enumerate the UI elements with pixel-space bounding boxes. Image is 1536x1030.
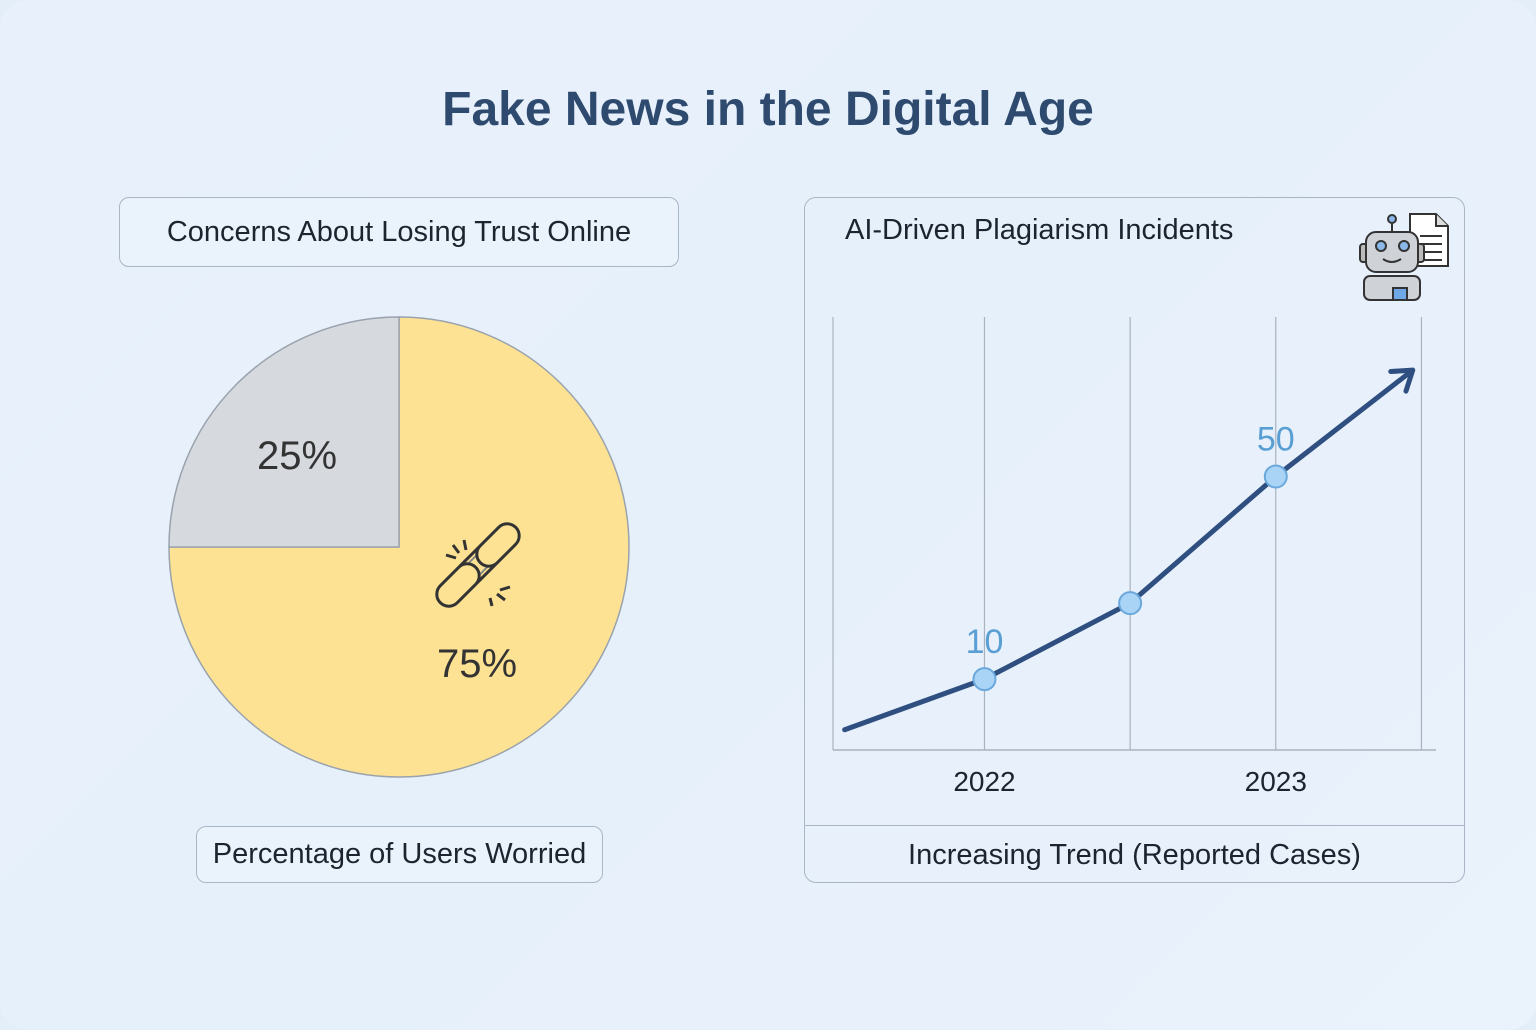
pie-chart-title: Concerns About Losing Trust Online [119,197,679,267]
data-point [1263,464,1288,489]
pie-slice-label: 25% [257,434,337,478]
pie-slice-25 [168,316,400,548]
x-tick-label: 2023 [1245,766,1307,797]
broken-chain-icon [435,522,521,608]
data-point [972,667,997,692]
x-tick-label: 2022 [953,766,1015,797]
pie-slice-75 [168,316,630,778]
pie-chart-caption: Percentage of Users Worried [196,826,603,883]
data-label: 50 [1257,421,1295,459]
trend-line [842,367,1416,733]
line-chart-panel [804,197,1465,883]
line-chart-title: AI-Driven Plagiarism Incidents [845,214,1234,246]
page-title: Fake News in the Digital Age [442,83,1094,136]
line-chart-caption: Increasing Trend (Reported Cases) [804,825,1465,884]
data-point [1118,591,1143,616]
data-label: 10 [966,623,1004,661]
trend-arrowhead [1388,367,1416,394]
pie-slice-label: 75% [437,642,517,686]
